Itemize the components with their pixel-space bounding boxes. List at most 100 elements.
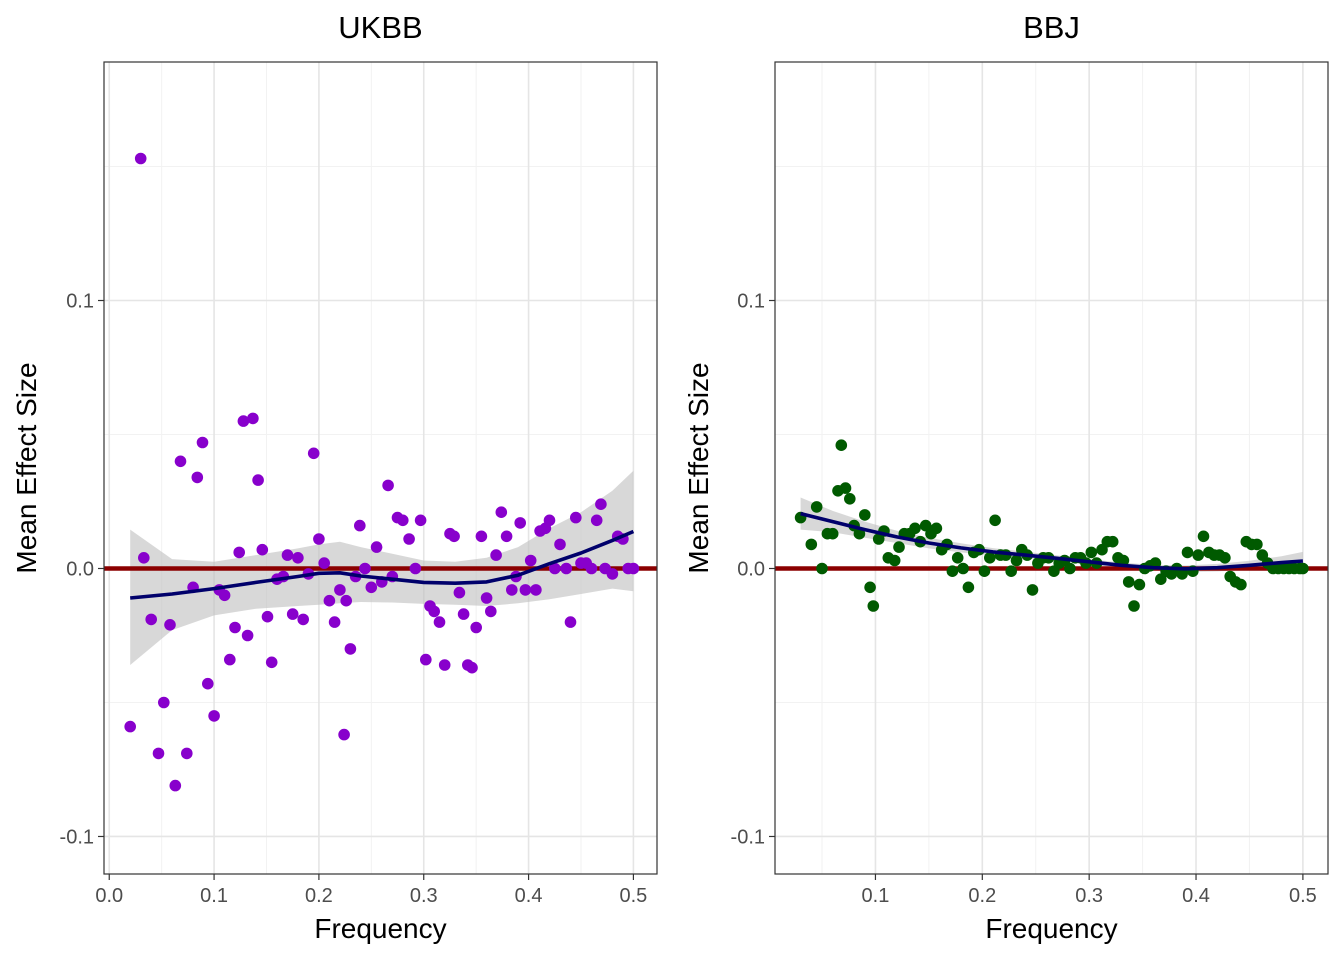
ukbb-point-52 <box>397 514 409 527</box>
bbj-point-80 <box>1219 552 1231 564</box>
bbj-point-9 <box>844 493 856 505</box>
ukbb-point-77 <box>519 584 532 596</box>
bbj-panel-border <box>774 61 1329 875</box>
bbj-point-36 <box>984 552 996 564</box>
ukbb-point-46 <box>365 581 378 594</box>
ukbb-point-53 <box>403 533 415 545</box>
ukbb-smooth-line <box>130 529 635 600</box>
bbj-point-44 <box>1026 584 1039 596</box>
ukbb-point-30 <box>286 608 299 620</box>
ukbb-point-5 <box>158 696 170 709</box>
ukbb-point-64 <box>457 608 470 620</box>
ukbb-point-40 <box>338 728 350 741</box>
ukbb-point-34 <box>307 447 320 460</box>
bbj-x-ticks: 0.1 0.2 0.3 0.4 0.5 <box>862 874 1317 907</box>
bbj-point-72 <box>1176 568 1188 580</box>
bbj-point-61 <box>1117 554 1130 567</box>
bbj-title: BBJ <box>1023 10 1080 45</box>
bbj-point-59 <box>1106 535 1119 548</box>
ukbb-x-axis-label: Frequency <box>314 913 446 944</box>
ukbb-point-12 <box>196 436 209 449</box>
ukbb-y-ticks: -0.1 0.0 0.1 <box>60 291 104 848</box>
ukbb-point-83 <box>549 562 561 575</box>
ukbb-point-11 <box>191 471 204 484</box>
bbj-point-35 <box>978 565 991 577</box>
ukbb-point-23 <box>252 474 264 486</box>
ukbb-point-90 <box>585 562 598 575</box>
bbj-point-73 <box>1181 546 1194 559</box>
bbj-point-83 <box>1235 578 1247 591</box>
bbj-point-29 <box>946 565 959 577</box>
ukbb-point-82 <box>543 514 556 527</box>
ukbb-title: UKBB <box>338 10 422 45</box>
ukbb-point-78 <box>524 554 537 567</box>
panel-bbj: 0.1 0.2 0.3 0.4 0.5 -0.1 0.0 0.1 BBJ Frequency… <box>683 10 1329 944</box>
ukbb-point-79 <box>530 584 542 596</box>
ukbb-point-26 <box>265 656 278 669</box>
bbj-point-62 <box>1122 576 1135 588</box>
bbj-point-41 <box>1010 554 1023 567</box>
bbj-point-7 <box>835 439 848 452</box>
ukbb-point-18 <box>229 621 241 634</box>
bbj-point-13 <box>864 581 876 594</box>
ukbb-point-91 <box>590 514 603 527</box>
ukbb-point-68 <box>475 530 488 543</box>
bbj-point-1 <box>805 538 818 551</box>
bbj-point-86 <box>1251 538 1263 551</box>
bbj-point-18 <box>888 554 901 567</box>
bbj-smooth-curve <box>800 511 1304 571</box>
ukbb-points <box>124 152 640 792</box>
ukbb-point-1 <box>134 152 147 165</box>
ukbb-point-71 <box>490 549 502 561</box>
ukbb-point-56 <box>420 653 432 666</box>
ukbb-point-59 <box>433 616 446 628</box>
ukbb-point-35 <box>313 533 325 545</box>
bbj-point-64 <box>1133 578 1146 591</box>
ukbb-y-tick-label-1: 0.0 <box>66 558 94 580</box>
bbj-x-tick-label-1: 0.2 <box>968 885 996 907</box>
ukbb-point-69 <box>480 592 493 604</box>
ukbb-y-axis-label: Mean Effect Size <box>11 362 42 573</box>
ukbb-point-36 <box>318 557 331 569</box>
ukbb-point-62 <box>448 530 460 543</box>
ukbb-point-31 <box>292 552 304 564</box>
bbj-point-95 <box>1297 562 1309 575</box>
bbj-x-tick-label-3: 0.4 <box>1182 885 1210 907</box>
ukbb-panel-border <box>103 61 658 875</box>
ukbb-point-16 <box>218 589 231 602</box>
ukbb-point-98 <box>627 562 640 575</box>
ukbb-point-24 <box>256 543 269 556</box>
bbj-point-5 <box>826 527 839 540</box>
ukbb-point-4 <box>152 747 165 760</box>
ukbb-point-0 <box>124 720 136 733</box>
ukbb-point-70 <box>485 605 497 618</box>
bbj-x-tick-label-4: 0.5 <box>1289 885 1317 907</box>
bbj-point-63 <box>1128 600 1140 612</box>
ukbb-point-19 <box>233 546 245 559</box>
ukbb-point-42 <box>344 643 357 655</box>
ukbb-point-44 <box>354 519 366 532</box>
ukbb-point-84 <box>554 538 566 551</box>
ukbb-point-17 <box>224 653 236 666</box>
ukbb-point-66 <box>466 661 478 674</box>
ukbb-point-74 <box>506 584 518 596</box>
ukbb-x-tick-label-3: 0.3 <box>410 885 438 907</box>
ukbb-point-49 <box>382 479 394 492</box>
bbj-y-tick-label-1: 0.0 <box>737 558 765 580</box>
bbj-point-26 <box>930 522 943 535</box>
ukbb-point-54 <box>409 562 422 575</box>
ukbb-point-39 <box>334 584 346 596</box>
ukbb-point-25 <box>261 610 274 623</box>
ukbb-y-tick-label-0: -0.1 <box>60 826 94 848</box>
ukbb-point-22 <box>247 412 259 425</box>
ukbb-point-60 <box>438 659 451 671</box>
ukbb-point-55 <box>414 514 427 527</box>
ukbb-point-38 <box>328 616 341 628</box>
ukbb-point-73 <box>500 530 513 543</box>
ukbb-point-29 <box>281 549 294 561</box>
ukbb-point-3 <box>145 613 157 626</box>
ukbb-point-72 <box>495 506 508 518</box>
ukbb-point-67 <box>470 621 483 634</box>
bbj-point-32 <box>962 581 975 594</box>
